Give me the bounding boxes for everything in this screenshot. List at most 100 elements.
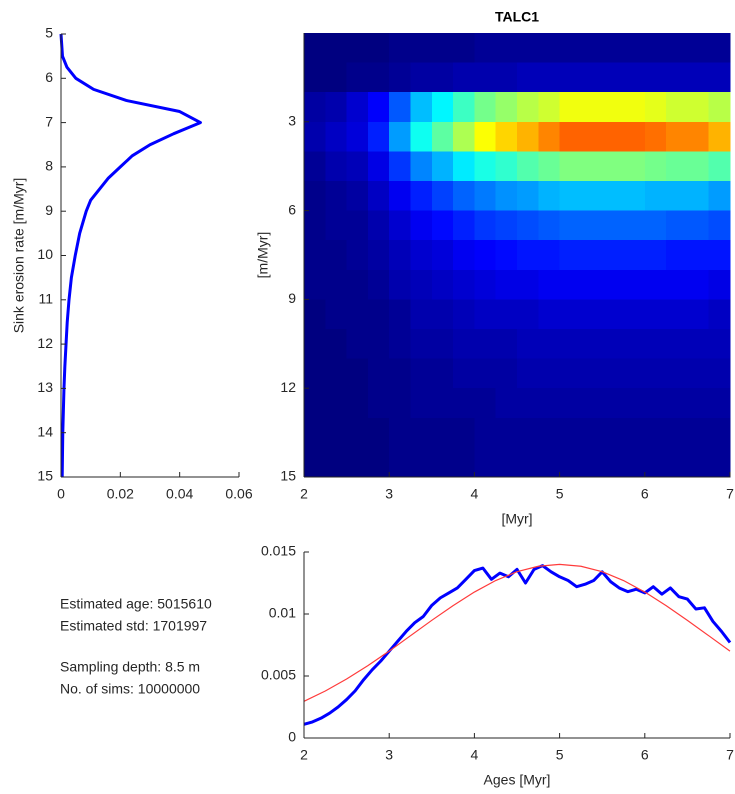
heat-cell xyxy=(666,447,688,478)
x-tick-label: 0.02 xyxy=(107,486,134,502)
x-axis-label: [Myr] xyxy=(501,511,532,527)
heat-cell xyxy=(580,33,603,64)
heat-cell xyxy=(644,358,667,389)
heat-cell xyxy=(559,62,582,93)
heat-cell xyxy=(431,62,454,93)
heat-cell xyxy=(559,329,582,360)
heat-cell xyxy=(666,269,688,300)
x-axis-label: Ages [Myr] xyxy=(484,772,551,788)
heat-cell xyxy=(538,62,561,93)
heat-cell xyxy=(538,121,561,152)
y-tick-label: 0 xyxy=(288,729,296,745)
heat-cell xyxy=(623,447,646,478)
heat-cell xyxy=(431,151,454,182)
heat-cell xyxy=(687,210,710,241)
heat-cell xyxy=(431,33,454,64)
heat-cell xyxy=(623,240,646,271)
heat-cell xyxy=(346,151,369,182)
heat-cell xyxy=(495,388,518,419)
heat-cell xyxy=(389,417,411,448)
heat-cell xyxy=(304,329,326,360)
annotation: Sampling depth: 8.5 m xyxy=(60,659,200,675)
heat-cell xyxy=(410,329,433,360)
heat-cell xyxy=(495,92,518,123)
heat-cell xyxy=(325,299,348,330)
heat-cell xyxy=(346,92,369,123)
heat-cell xyxy=(431,92,454,123)
heat-cell xyxy=(495,358,518,389)
heat-cell xyxy=(644,388,667,419)
heat-cell xyxy=(346,299,369,330)
heat-cell xyxy=(431,299,454,330)
heat-cell xyxy=(325,181,348,212)
x-tick-label: 5 xyxy=(556,747,564,763)
y-tick-label: 12 xyxy=(280,379,296,395)
heat-cell xyxy=(559,388,582,419)
heat-cell xyxy=(644,240,667,271)
heat-cell xyxy=(602,210,624,241)
y-tick-label: 0.005 xyxy=(261,667,296,683)
heat-cell xyxy=(666,299,688,330)
heat-cell xyxy=(580,299,603,330)
heat-cell xyxy=(431,417,454,448)
heat-cell xyxy=(325,269,348,300)
x-tick-label: 0 xyxy=(57,486,65,502)
heat-cell xyxy=(495,151,518,182)
heat-cell xyxy=(580,417,603,448)
heat-cell xyxy=(325,388,348,419)
heat-cell xyxy=(431,329,454,360)
heat-cell xyxy=(538,269,561,300)
heat-cell xyxy=(687,181,710,212)
heat-cell xyxy=(623,388,646,419)
heat-cell xyxy=(367,417,390,448)
heat-cell xyxy=(495,447,518,478)
heat-cell xyxy=(580,121,603,152)
x-tick-label: 2 xyxy=(300,747,308,763)
heat-cell xyxy=(410,62,433,93)
heat-cell xyxy=(538,151,561,182)
heat-cell xyxy=(687,329,710,360)
x-tick-label: 4 xyxy=(471,486,479,502)
heat-cell xyxy=(538,417,561,448)
heat-cell xyxy=(325,33,348,64)
heat-cell xyxy=(495,62,518,93)
heat-cell xyxy=(346,62,369,93)
y-tick-label: 12 xyxy=(37,335,53,351)
heat-cell xyxy=(517,299,539,330)
heat-cell xyxy=(708,181,731,212)
heat-cell xyxy=(666,62,688,93)
y-tick-label: 0.015 xyxy=(261,543,296,559)
x-tick-label: 4 xyxy=(471,747,479,763)
y-tick-label: 11 xyxy=(38,291,53,307)
heat-cell xyxy=(602,121,624,152)
x-tick-label: 6 xyxy=(641,747,649,763)
heat-cell xyxy=(304,151,326,182)
heat-cell xyxy=(559,358,582,389)
heat-cell xyxy=(474,358,497,389)
heat-cell xyxy=(580,447,603,478)
heat-cell xyxy=(495,269,518,300)
heat-cell xyxy=(325,121,348,152)
heat-cell xyxy=(410,240,433,271)
heat-cell xyxy=(410,121,433,152)
heat-cell xyxy=(687,92,710,123)
heat-cell xyxy=(431,447,454,478)
heat-cell xyxy=(431,358,454,389)
heat-cell xyxy=(304,388,326,419)
heat-cell xyxy=(495,121,518,152)
heat-cell xyxy=(495,329,518,360)
heat-cell xyxy=(517,210,539,241)
heat-cell xyxy=(517,181,539,212)
heat-cell xyxy=(474,92,497,123)
heat-cell xyxy=(367,240,390,271)
heat-cell xyxy=(389,92,411,123)
heat-cell xyxy=(474,417,497,448)
heat-cell xyxy=(708,210,731,241)
heat-cell xyxy=(304,417,326,448)
heat-cell xyxy=(410,358,433,389)
x-tick-label: 7 xyxy=(726,747,734,763)
annotation: No. of sims: 10000000 xyxy=(60,681,200,697)
heat-cell xyxy=(623,329,646,360)
heat-cell xyxy=(623,121,646,152)
heat-cell xyxy=(708,388,731,419)
